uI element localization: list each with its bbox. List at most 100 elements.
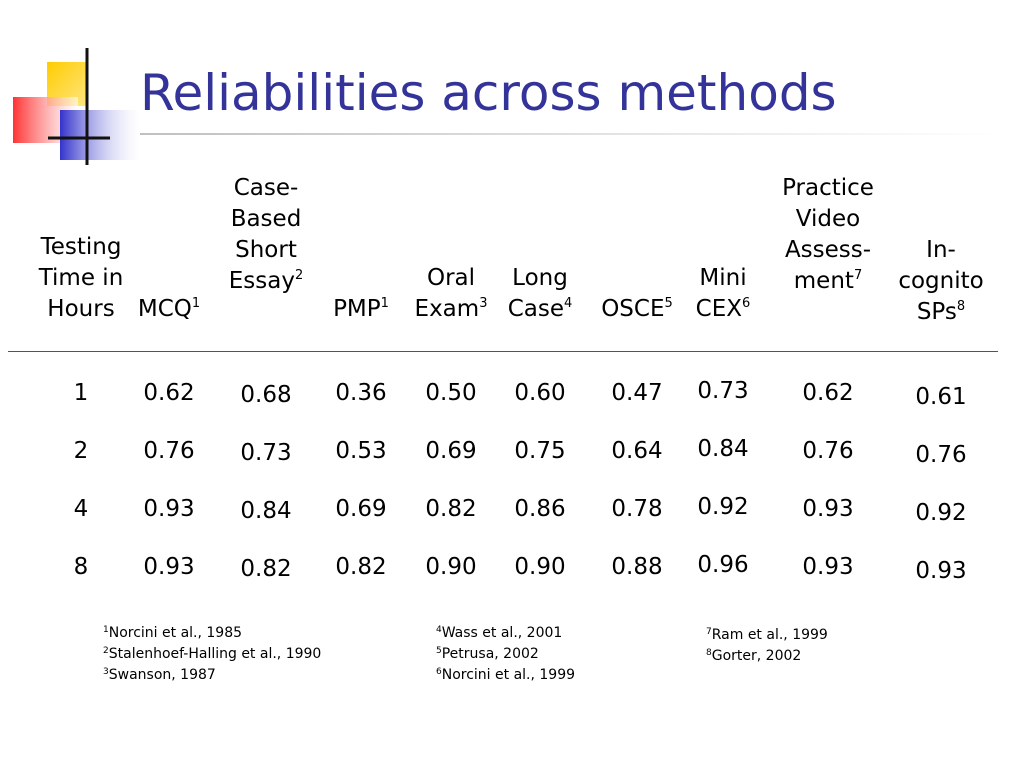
table-cell: 0.53 <box>335 438 387 464</box>
column-header-line: Based <box>219 204 314 235</box>
column-header-text: Assess- <box>784 237 872 263</box>
column-header: Oral Exam3 <box>409 200 494 325</box>
column-header-line: Time in <box>26 263 136 294</box>
table-cell: 0.69 <box>425 438 477 464</box>
column-header: Case- Based Short Essay2 <box>219 172 314 297</box>
column-header-text: ment <box>793 268 854 294</box>
table-cell: 0.64 <box>611 438 663 464</box>
footnote-marker: 6 <box>742 296 751 311</box>
column-osce: OSCE5 0.47 0.64 0.78 0.88 <box>595 200 680 580</box>
column-header-line: Practice <box>776 173 881 204</box>
reference-item: 5Petrusa, 2002 <box>436 644 575 665</box>
column-header: Mini CEX6 <box>686 200 761 325</box>
table-cell: 0.76 <box>915 442 967 468</box>
table-cell: 8 <box>73 554 89 580</box>
reference-item: 4Wass et al., 2001 <box>436 623 575 644</box>
column-header-line: MCQ1 <box>129 294 209 325</box>
column-header-text: Time in <box>38 265 124 291</box>
reference-text: Swanson, 1987 <box>108 667 216 683</box>
column-header-line: cognito <box>891 266 991 297</box>
column-header-text: Exam <box>414 296 480 322</box>
table-cell: 0.82 <box>335 554 387 580</box>
table-cell: 0.82 <box>240 556 292 582</box>
footnote-marker: 3 <box>479 296 488 311</box>
reference-group: 7Ram et al., 1999 8Gorter, 2002 <box>706 625 828 667</box>
column-mini-cex: Mini CEX6 0.73 0.84 0.92 0.96 <box>686 200 761 578</box>
reference-number: 4 <box>436 625 442 635</box>
table-cell: 0.96 <box>697 552 749 578</box>
footnote-marker: 2 <box>294 268 304 283</box>
column-header-text: cognito <box>898 268 984 294</box>
table-cell: 0.47 <box>611 380 663 406</box>
table-cell: 0.75 <box>514 438 566 464</box>
table-divider <box>8 351 998 352</box>
table-cell: 0.68 <box>240 382 292 408</box>
column-header-line: Assess- <box>776 235 881 266</box>
column-incognito: In-cognito SPs8 0.61 0.76 0.92 0.93 <box>891 203 991 584</box>
reference-item: 2Stalenhoef-Halling et al., 1990 <box>103 644 321 665</box>
reference-text: Stalenhoef-Halling et al., 1990 <box>108 646 322 662</box>
reference-item: 3Swanson, 1987 <box>103 665 321 686</box>
table-cell: 0.88 <box>611 554 663 580</box>
column-header-line: OSCE5 <box>595 294 680 325</box>
table-cell: 0.82 <box>425 496 477 522</box>
table-cell: 0.76 <box>143 438 195 464</box>
footnote-marker: 4 <box>564 296 573 311</box>
column-mcq: MCQ1 0.62 0.76 0.93 0.93 <box>129 200 209 580</box>
table-cell: 0.90 <box>514 554 566 580</box>
footnote-marker: 8 <box>956 299 966 314</box>
column-pmp: PMP1 0.36 0.53 0.69 0.82 <box>326 200 396 580</box>
column-header-line: Short <box>219 235 314 266</box>
column-header-line: CEX6 <box>686 294 761 325</box>
column-header-line: Testing <box>26 232 136 263</box>
reference-text: Wass et al., 2001 <box>441 625 563 641</box>
column-header: PMP1 <box>326 200 396 325</box>
column-case-based: Case- Based Short Essay2 0.68 0.73 0.84 0.82 <box>219 172 314 582</box>
column-header-text: In- <box>926 237 956 263</box>
table-cell: 0.93 <box>802 554 854 580</box>
column-header-text: MCQ <box>137 296 192 322</box>
table-cell: 0.84 <box>240 498 292 524</box>
table-cell: 0.62 <box>143 380 195 406</box>
table-cell: 0.60 <box>514 380 566 406</box>
reference-group: 1Norcini et al., 1985 2Stalenhoef-Halling… <box>103 623 321 686</box>
table-cell: 4 <box>73 496 89 522</box>
table-cell: 0.93 <box>915 558 967 584</box>
column-header-text: CEX <box>695 296 743 322</box>
column-header-line: Case4 <box>500 294 580 325</box>
reference-text: Norcini et al., 1999 <box>441 667 576 683</box>
column-header-line: Long <box>500 263 580 294</box>
reference-number: 2 <box>103 646 109 656</box>
table-cell: 0.73 <box>697 378 749 404</box>
footnote-marker: 1 <box>191 296 201 311</box>
table-cell: 0.78 <box>611 496 663 522</box>
footnote-marker: 5 <box>664 296 673 311</box>
reference-item: 8Gorter, 2002 <box>706 646 828 667</box>
table-cell: 0.90 <box>425 554 477 580</box>
reference-number: 7 <box>706 627 712 637</box>
column-header-line: Case- <box>219 173 314 204</box>
table-cell: 0.93 <box>802 496 854 522</box>
table-cell: 2 <box>73 438 89 464</box>
table-cell: 0.93 <box>143 496 195 522</box>
column-header: In-cognito SPs8 <box>891 203 991 328</box>
column-header: Long Case4 <box>500 200 580 325</box>
column-header-line: Hours <box>26 294 136 325</box>
column-header: MCQ1 <box>129 200 209 325</box>
reference-number: 3 <box>103 667 109 677</box>
column-header: Testing Time in Hours <box>26 200 136 325</box>
reference-number: 5 <box>436 646 442 656</box>
column-header-line: In- <box>891 235 991 266</box>
reference-item: 7Ram et al., 1999 <box>706 625 828 646</box>
column-header-line: Oral <box>409 263 494 294</box>
reference-item: 6Norcini et al., 1999 <box>436 665 575 686</box>
table-cell: 0.86 <box>514 496 566 522</box>
reference-text: Petrusa, 2002 <box>441 646 539 662</box>
reference-text: Gorter, 2002 <box>711 648 802 664</box>
column-header-text: Practice <box>782 175 874 201</box>
column-header-text: Case <box>507 296 564 322</box>
column-header-line: Video <box>776 204 881 235</box>
table-cell: 0.50 <box>425 380 477 406</box>
column-header-text: Long <box>512 265 568 291</box>
column-header: Practice Video Assess-ment7 <box>776 172 881 297</box>
